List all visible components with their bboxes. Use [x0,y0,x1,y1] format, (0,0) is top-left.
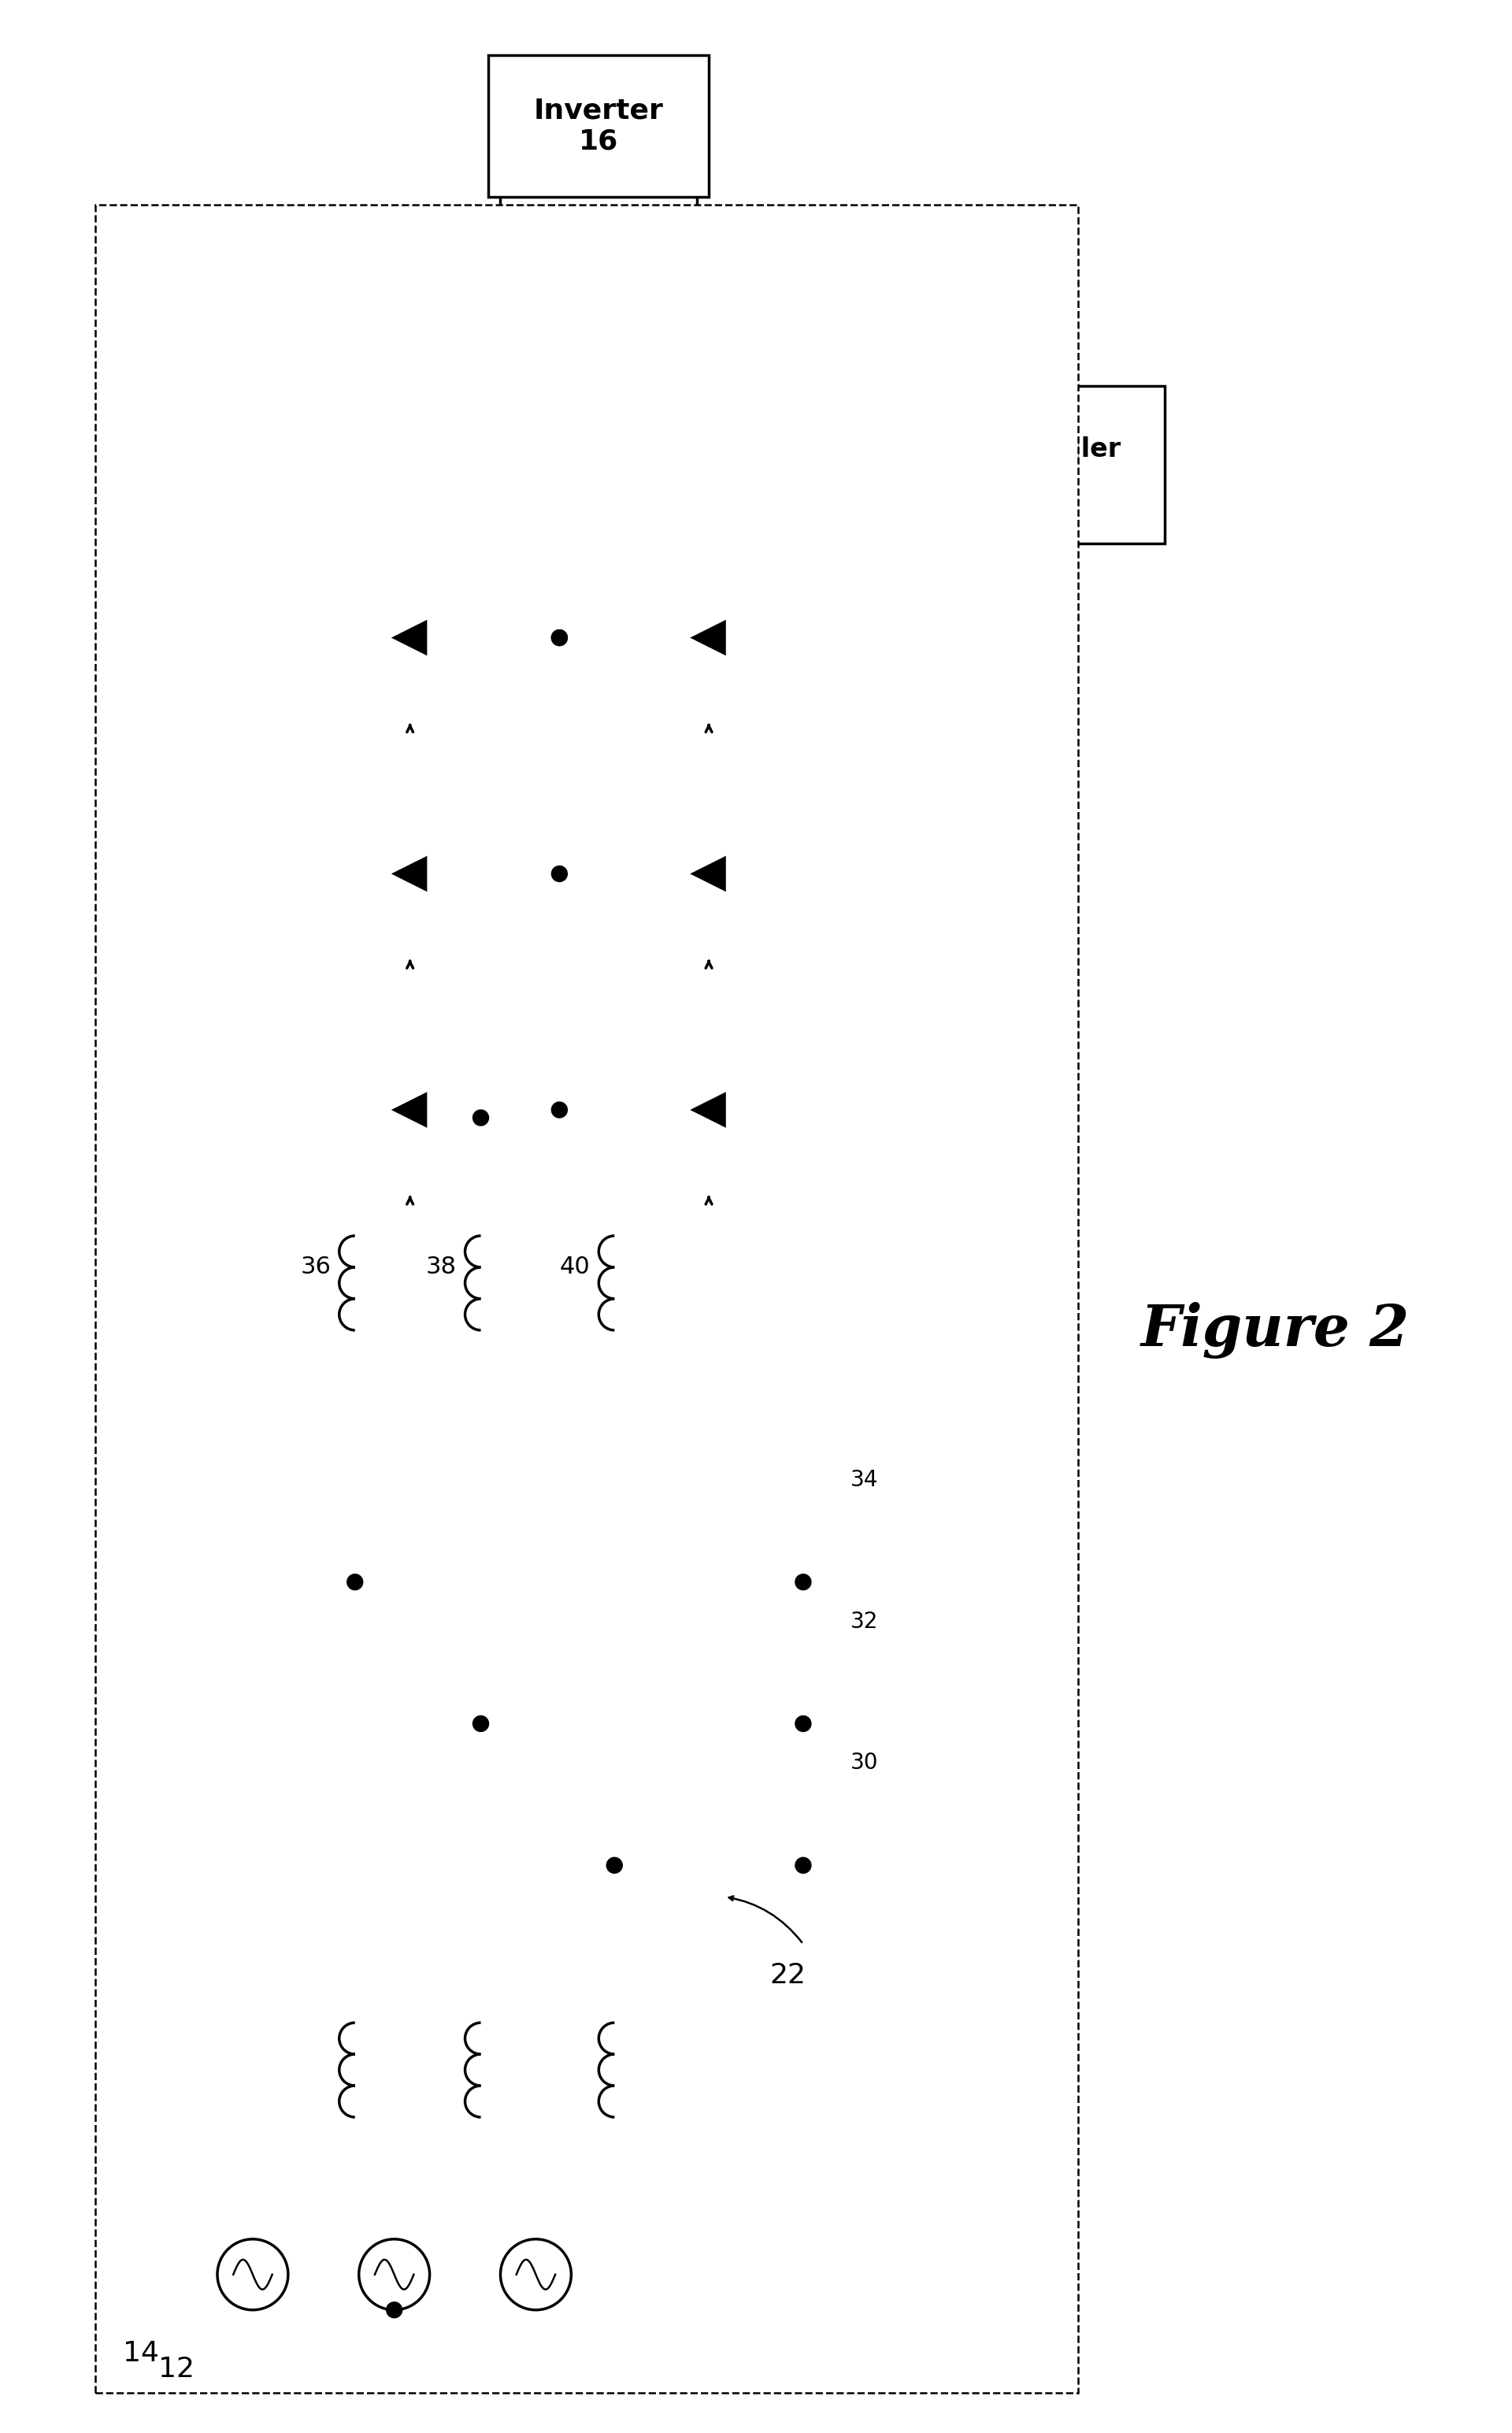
Text: 46: 46 [197,710,230,737]
Circle shape [552,1102,567,1117]
Text: 36: 36 [301,1255,331,1280]
Text: 70: 70 [292,2309,318,2328]
Text: 44: 44 [197,946,230,973]
Bar [488,56,709,197]
Polygon shape [692,1095,724,1126]
Text: 76: 76 [200,2221,225,2241]
Polygon shape [692,859,724,890]
Text: 30: 30 [850,1752,878,1774]
Text: Figure 2: Figure 2 [1140,1302,1409,1358]
Text: 32: 32 [850,1611,878,1633]
Text: 78: 78 [342,2221,367,2241]
Text: Inverter
16: Inverter 16 [534,97,664,156]
Text: 15: 15 [151,253,189,282]
Circle shape [795,1574,810,1589]
Circle shape [552,630,567,645]
Text: 22: 22 [770,1961,806,1988]
Text: 42: 42 [197,1182,230,1209]
Text: 17: 17 [875,603,904,625]
Text: $V_{sa}$: $V_{sa}$ [237,2265,268,2285]
Circle shape [473,1109,488,1126]
Text: 26: 26 [426,2027,457,2051]
Text: $V_a$: $V_a$ [591,1073,620,1100]
Circle shape [552,630,567,645]
Bar [928,387,1164,543]
Text: 58: 58 [392,1058,420,1083]
Text: 14: 14 [122,2341,159,2367]
Text: $V_{dc}$: $V_{dc}$ [546,290,590,316]
Circle shape [606,1856,623,1873]
Text: 38: 38 [426,1255,457,1280]
Text: 28: 28 [559,2027,591,2051]
Bar [265,849,839,1083]
Polygon shape [395,623,426,654]
Text: 58: 58 [703,586,730,608]
Circle shape [473,1715,488,1732]
Text: 52: 52 [872,710,907,737]
Circle shape [348,1574,363,1589]
Text: 38: 38 [426,1241,457,1263]
Text: 58: 58 [703,1058,730,1083]
Text: 60: 60 [488,445,520,467]
Text: 80: 80 [484,2221,508,2241]
Text: 58: 58 [392,822,420,847]
Circle shape [795,1715,810,1732]
Text: $V_c$: $V_c$ [591,601,620,628]
Text: 36: 36 [301,1241,331,1263]
Text: 24: 24 [301,2027,331,2051]
Text: $V_c$: $V_c$ [748,601,777,628]
Text: 30: 30 [847,1752,874,1774]
Text: $V_{sc}$: $V_{sc}$ [522,2265,550,2285]
Text: 40: 40 [559,1255,590,1280]
Bar [265,613,839,847]
Bar [95,204,1078,2392]
Text: 12: 12 [159,2355,195,2382]
Text: 58: 58 [392,586,420,608]
Text: $V_b$: $V_b$ [591,837,621,864]
Polygon shape [692,623,724,654]
Text: 72: 72 [434,2309,458,2328]
Polygon shape [395,1095,426,1126]
Text: $V_{sb}$: $V_{sb}$ [380,2265,410,2285]
Bar [265,1085,839,1319]
Bar [142,229,1070,2000]
Text: 48: 48 [872,1182,906,1209]
Circle shape [387,2302,402,2319]
Text: 34: 34 [847,1470,874,1491]
Text: 50: 50 [872,946,906,973]
Text: 40: 40 [559,1241,590,1263]
Bar [174,2212,631,2338]
Text: 34: 34 [850,1470,878,1491]
Circle shape [795,1856,810,1873]
Text: Controller
62: Controller 62 [972,436,1120,491]
Polygon shape [395,859,426,890]
Text: 32: 32 [847,1611,874,1633]
Circle shape [552,866,567,881]
Text: 58: 58 [703,822,730,847]
Text: 74: 74 [575,2309,600,2328]
